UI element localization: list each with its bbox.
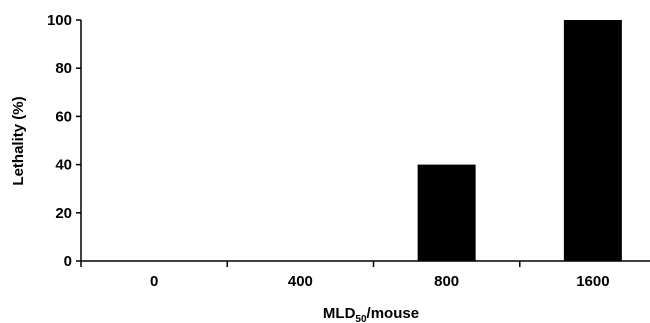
bars-group: [417, 20, 622, 261]
bar-1600: [563, 20, 622, 261]
x-tick-labels: 0 400 800 1600: [150, 273, 610, 290]
y-axis-title: Lethality (%): [10, 96, 27, 185]
y-tick-label-20: 20: [55, 205, 72, 222]
x-tick-label-400: 400: [288, 273, 313, 290]
x-axis-title: MLD50/mouse: [323, 305, 419, 323]
y-tick-label-60: 60: [55, 108, 72, 125]
bar-800: [417, 164, 476, 261]
x-tick-label-0: 0: [150, 273, 158, 290]
y-tick-label-0: 0: [64, 253, 72, 270]
axes-group: [76, 19, 650, 267]
x-tick-label-800: 800: [434, 273, 459, 290]
y-tick-label-100: 100: [47, 12, 72, 29]
y-tick-label-80: 80: [55, 60, 72, 77]
y-tick-labels: 0 20 40 60 80 100: [47, 12, 72, 270]
x-tick-label-1600: 1600: [576, 273, 609, 290]
y-tick-label-40: 40: [55, 157, 72, 174]
